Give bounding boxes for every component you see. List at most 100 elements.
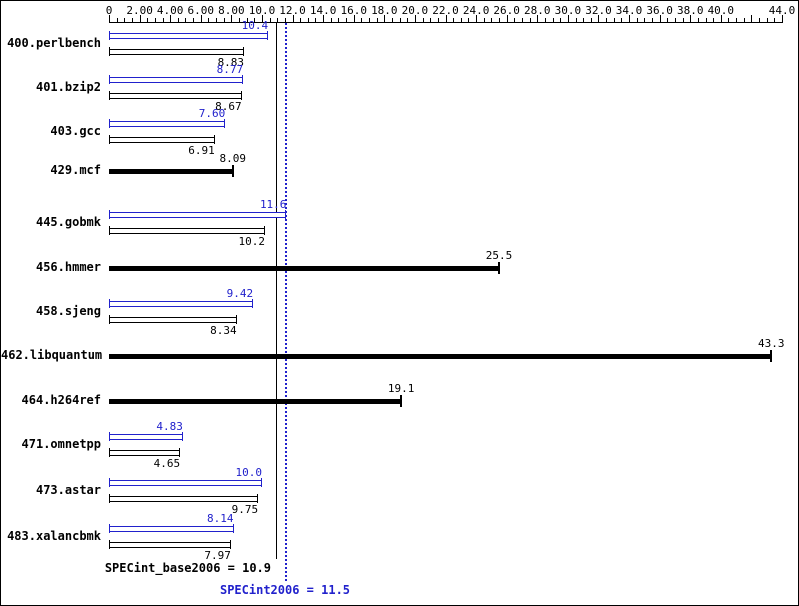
base-bar (109, 450, 181, 456)
base-bar-start-cap (109, 315, 110, 324)
peak-value-label: 8.14 (207, 512, 234, 525)
axis-minor-tick (728, 18, 729, 22)
benchmark-label: 464.h264ref (21, 393, 101, 407)
axis-major-tick (415, 15, 416, 22)
peak-value-label: 8.77 (216, 63, 244, 76)
axis-minor-tick (744, 18, 745, 22)
axis-major-tick (231, 15, 232, 22)
bar-end-cap (498, 262, 501, 274)
axis-minor-tick (774, 18, 775, 22)
base-bar-end-cap (243, 47, 245, 56)
base-bar (109, 399, 402, 404)
axis-minor-tick (132, 18, 133, 22)
base-mean-line (276, 23, 277, 559)
peak-bar-end-cap (267, 31, 269, 40)
axis-major-tick (140, 15, 141, 22)
axis-minor-tick (713, 18, 714, 22)
axis-tick-label: 20.0 (401, 4, 429, 17)
axis-minor-tick (361, 18, 362, 22)
axis-minor-tick (224, 18, 225, 22)
axis-minor-tick (285, 18, 286, 22)
base-value-label: 43.3 (758, 337, 785, 350)
axis-minor-tick (675, 18, 676, 22)
axis-minor-tick (155, 18, 156, 22)
axis-major-tick (690, 15, 691, 22)
axis-tick-label: 18.0 (371, 4, 398, 17)
axis-minor-tick (606, 18, 607, 22)
axis-major-tick (537, 15, 538, 22)
base-bar (109, 354, 772, 359)
axis-minor-tick (331, 18, 332, 22)
axis-tick-label: 14.0 (309, 4, 337, 17)
axis-minor-tick (147, 18, 148, 22)
peak-bar-start-cap (109, 299, 110, 308)
peak-bar (109, 434, 183, 440)
peak-bar (109, 212, 287, 218)
axis-minor-tick (545, 18, 546, 22)
axis-tick-label: 28.0 (524, 4, 551, 17)
base-value-label: 7.97 (204, 549, 231, 562)
axis-minor-tick (430, 18, 431, 22)
axis-minor-tick (499, 18, 500, 22)
base-bar-start-cap (109, 91, 110, 100)
axis-minor-tick (667, 18, 668, 22)
axis-major-tick (323, 15, 324, 22)
axis-minor-tick (117, 18, 118, 22)
axis-minor-tick (553, 18, 554, 22)
axis-tick-label: 44.0 (768, 4, 796, 17)
axis-minor-tick (468, 18, 469, 22)
axis-minor-tick (736, 18, 737, 22)
axis-minor-tick (163, 18, 164, 22)
benchmark-label: 458.sjeng (35, 304, 101, 318)
axis-major-tick (629, 15, 630, 22)
peak-bar-end-cap (232, 524, 234, 533)
base-value-label: 8.83 (217, 56, 245, 69)
peak-bar-end-cap (224, 119, 226, 128)
base-bar-end-cap (213, 135, 215, 144)
axis-minor-tick (491, 18, 492, 22)
axis-minor-tick (369, 18, 370, 22)
peak-bar-end-cap (260, 478, 262, 487)
peak-value-label: 11.6 (259, 198, 287, 211)
peak-value-label: 9.42 (226, 287, 254, 300)
peak-value-label: 10.0 (235, 466, 262, 479)
peak-bar (109, 526, 234, 532)
axis-minor-tick (277, 18, 278, 22)
axis-tick-label: 22.0 (432, 4, 459, 17)
base-bar (109, 542, 231, 548)
base-bar (109, 266, 500, 271)
axis-minor-tick (560, 18, 561, 22)
base-value-label: 6.91 (188, 144, 215, 157)
axis-minor-tick (247, 18, 248, 22)
axis-minor-tick (530, 18, 531, 22)
peak-bar (109, 77, 244, 83)
peak-mean-line (285, 23, 287, 581)
peak-bar-start-cap (109, 478, 110, 487)
axis-major-tick (598, 15, 599, 22)
base-bar-start-cap (109, 135, 110, 144)
benchmark-label: 429.mcf (50, 163, 101, 177)
axis-minor-tick (208, 18, 209, 22)
axis-major-tick (201, 15, 202, 22)
benchmark-label: 462.libquantum (1, 348, 103, 362)
axis-minor-tick (453, 18, 454, 22)
axis-minor-tick (461, 18, 462, 22)
peak-bar-start-cap (109, 119, 110, 128)
axis-minor-tick (637, 18, 638, 22)
axis-major-tick (476, 15, 477, 22)
axis-minor-tick (124, 18, 125, 22)
axis-minor-tick (270, 18, 271, 22)
axis-minor-tick (239, 18, 240, 22)
axis-minor-tick (254, 18, 255, 22)
base-bar (109, 317, 237, 323)
base-value-label: 4.65 (153, 457, 181, 470)
peak-bar-start-cap (109, 432, 110, 441)
axis-major-tick (782, 15, 783, 22)
axis-minor-tick (484, 18, 485, 22)
axis-minor-tick (308, 18, 309, 22)
peak-bar-end-cap (252, 299, 254, 308)
specint-peak-summary-label: SPECint2006 = 11.5 (219, 583, 351, 597)
axis-minor-tick (346, 18, 347, 22)
axis-tick-label: 38.0 (676, 4, 704, 17)
